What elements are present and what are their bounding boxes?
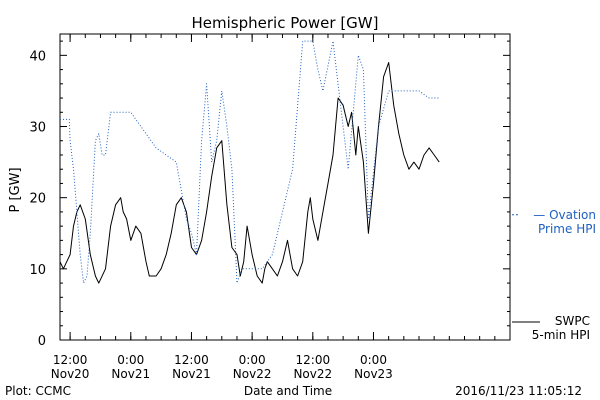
- y-tick-label: 10: [29, 263, 46, 278]
- legend-swpc-label-2: 5-min HPI: [532, 328, 590, 342]
- series-swpc-line: [60, 62, 440, 284]
- x-tick-label-time: 0:00: [117, 353, 144, 367]
- x-axis-label: Date and Time: [244, 384, 332, 398]
- x-tick-label-date: Nov21: [172, 367, 211, 381]
- x-tick-label-date: Nov22: [293, 367, 332, 381]
- x-tick-label-date: Nov21: [111, 367, 150, 381]
- legend-ovation-label-1: — Ovation: [533, 208, 596, 222]
- legend-swpc: SWPC 5-min HPI: [512, 314, 590, 342]
- y-tick-label: 30: [29, 121, 46, 136]
- plot-area: 01020304012:00Nov200:00Nov2112:00Nov210:…: [29, 33, 520, 381]
- x-tick-label-time: 0:00: [360, 353, 387, 367]
- series-ovation-line: [60, 40, 440, 284]
- x-tick-label-date: Nov23: [354, 367, 393, 381]
- footer-left: Plot: CCMC: [5, 384, 71, 398]
- x-tick-label-time: 12:00: [174, 353, 209, 367]
- x-tick-label-time: 12:00: [296, 353, 331, 367]
- x-tick-label-time: 12:00: [53, 353, 88, 367]
- x-tick-label-time: 0:00: [239, 353, 266, 367]
- legend-ovation-label-2: Prime HPI: [538, 222, 596, 236]
- y-tick-label: 40: [29, 49, 46, 64]
- plot-frame: [59, 33, 511, 341]
- legend-ovation: — Ovation Prime HPI: [533, 208, 596, 236]
- y-tick-label: 20: [29, 192, 46, 207]
- y-tick-label: 0: [38, 334, 46, 349]
- x-tick-label-date: Nov20: [51, 367, 90, 381]
- footer-right: 2016/11/23 11:05:12: [455, 384, 582, 398]
- chart-title: Hemispheric Power [GW]: [192, 14, 379, 32]
- x-tick-label-date: Nov22: [233, 367, 272, 381]
- legend-swpc-label-1: SWPC: [555, 314, 590, 328]
- y-axis-label: P [GW]: [8, 167, 23, 212]
